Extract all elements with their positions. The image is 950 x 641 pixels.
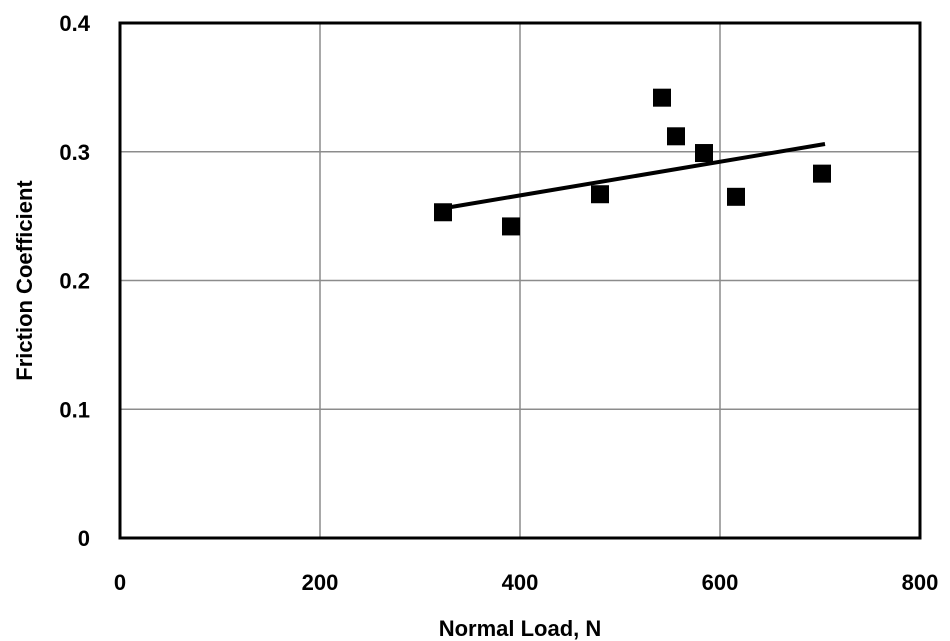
plot-frame [118, 21, 922, 540]
x-tick-label: 400 [502, 570, 539, 595]
trend-line [442, 142, 826, 211]
data-point [667, 127, 685, 146]
data-points [434, 88, 831, 236]
y-axis-title: Friction Coefficient [12, 180, 37, 381]
x-axis-title: Normal Load, N [439, 616, 602, 641]
y-tick-label: 0.4 [59, 11, 90, 36]
y-tick-label: 0 [78, 526, 90, 551]
grid-lines [120, 23, 920, 538]
x-tick-label: 800 [902, 570, 939, 595]
data-point [591, 185, 609, 204]
data-point [434, 203, 452, 222]
data-point [653, 88, 671, 107]
y-tick-label: 0.3 [59, 140, 90, 165]
y-axis-tick-labels: 0 0.1 0.2 0.3 0.4 [59, 11, 90, 551]
x-tick-label: 200 [302, 570, 339, 595]
data-point [695, 144, 713, 163]
data-point [727, 187, 745, 206]
y-tick-label: 0.2 [59, 269, 90, 294]
x-tick-label: 0 [114, 570, 126, 595]
x-axis-tick-labels: 0 200 400 600 800 [114, 570, 938, 595]
data-point [813, 164, 831, 183]
y-tick-label: 0.1 [59, 397, 90, 422]
x-tick-label: 600 [702, 570, 739, 595]
data-point [502, 217, 520, 236]
